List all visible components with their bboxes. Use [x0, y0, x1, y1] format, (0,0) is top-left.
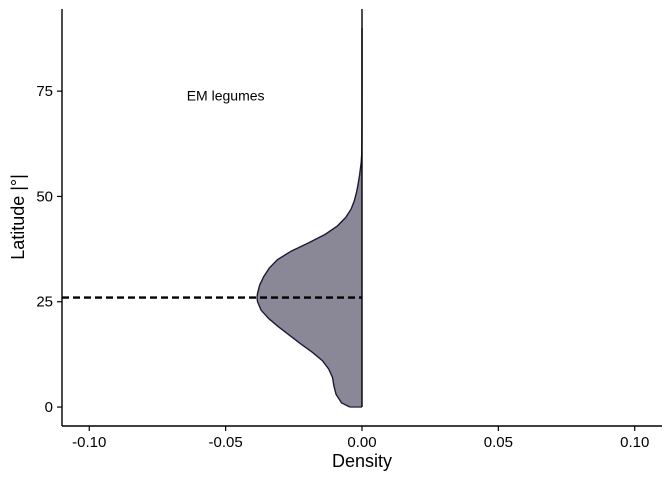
- x-tick-label: -0.10: [72, 434, 106, 451]
- annotation-label: EM legumes: [187, 87, 265, 103]
- y-tick-label: 75: [36, 83, 53, 100]
- plot-area: [62, 9, 363, 408]
- x-tick-label: -0.05: [209, 434, 243, 451]
- x-tick-label: 0.00: [347, 434, 376, 451]
- x-axis-title: Density: [332, 451, 392, 471]
- y-tick-label: 50: [36, 188, 53, 205]
- y-tick-label: 0: [45, 399, 53, 416]
- y-ticks: 0 25 50 75: [36, 83, 62, 416]
- y-tick-label: 25: [36, 294, 53, 311]
- density-area: [257, 27, 362, 408]
- y-axis-title: Latitude |°|: [8, 174, 28, 260]
- x-tick-label: 0.05: [484, 434, 513, 451]
- x-tick-label: 0.10: [620, 434, 649, 451]
- x-ticks: -0.10 -0.05 0.00 0.05 0.10: [72, 426, 649, 451]
